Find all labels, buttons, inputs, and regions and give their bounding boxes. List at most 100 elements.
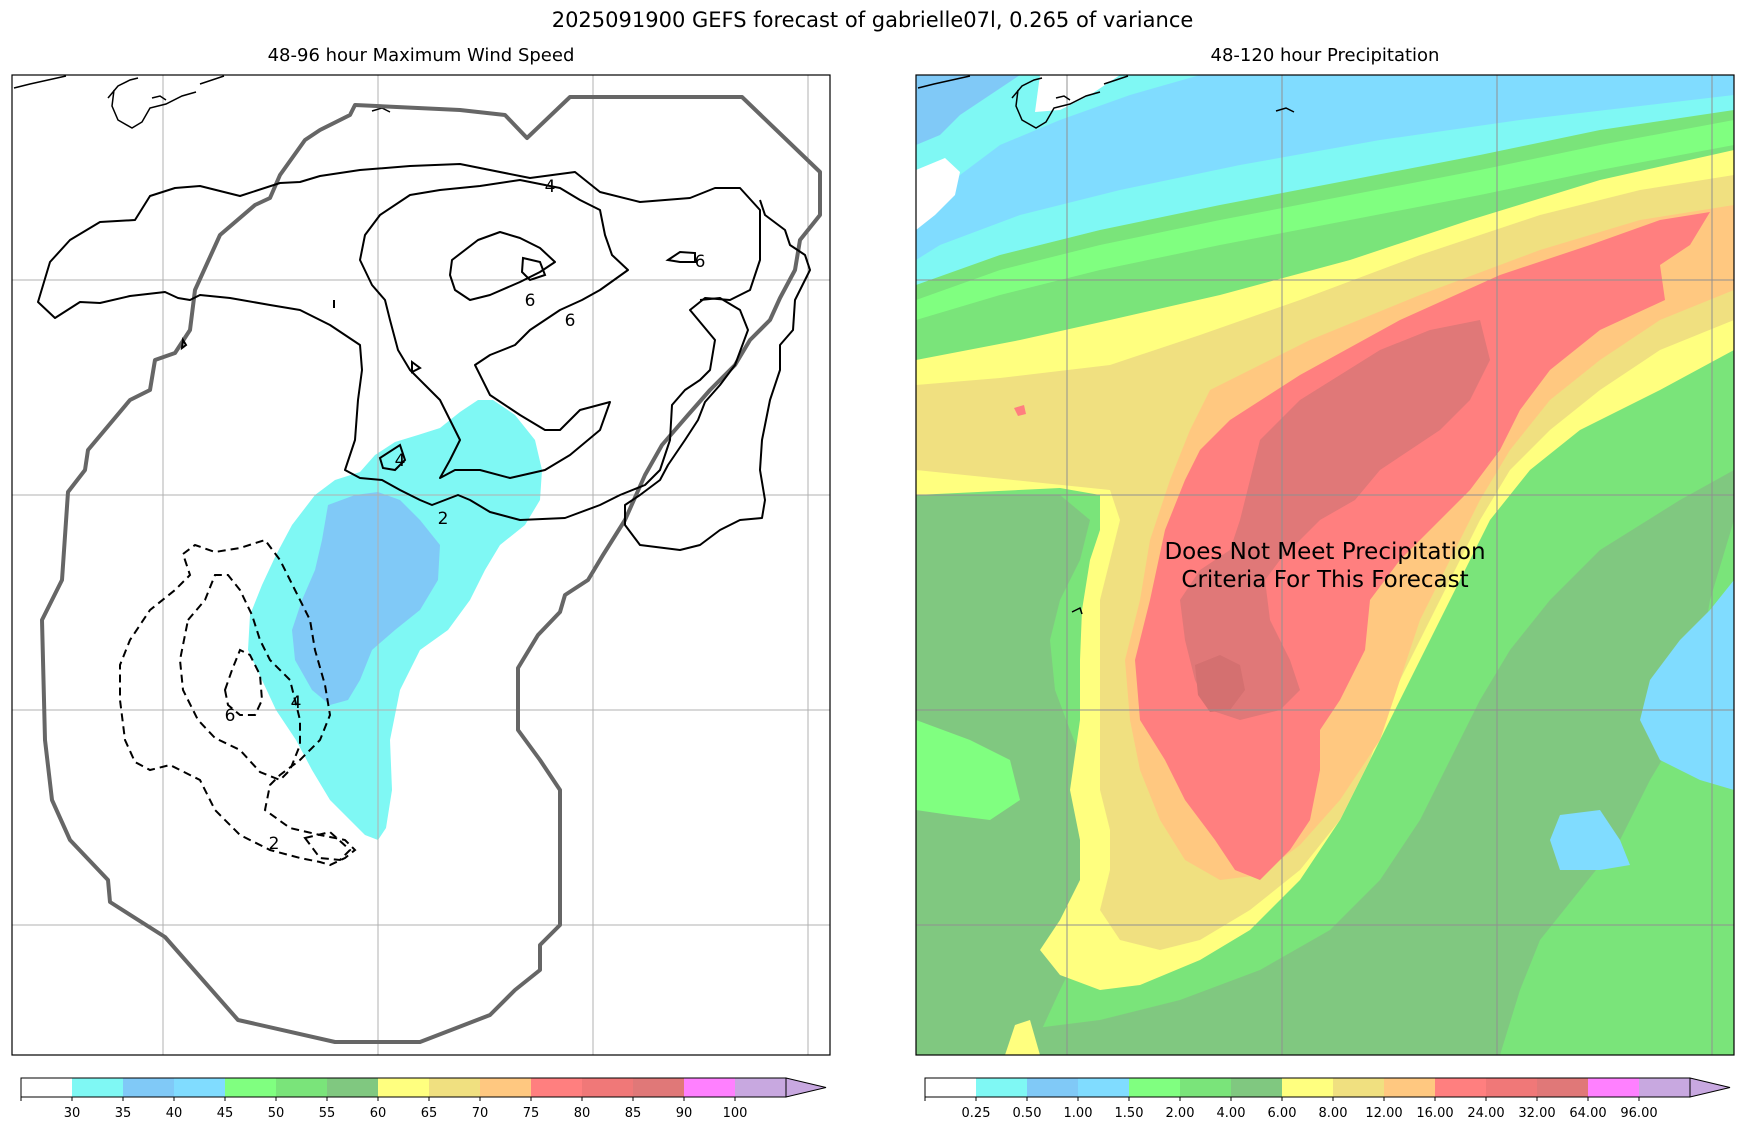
precip-colorbar-segment: [1282, 1078, 1334, 1097]
left-grid: [12, 75, 830, 1055]
wind-colorbar-tick-label: 30: [64, 1106, 81, 1121]
wind-colorbar-extension: [785, 1077, 827, 1098]
right-map: Does Not Meet Precipitation Criteria For…: [915, 74, 1735, 1056]
contour-6-inner: [359, 179, 629, 479]
precip-fill-0.5: [916, 75, 1020, 145]
left-colorbar: 30 35 40 45 50 55 60 65 70 75 80 85 90 100: [20, 1077, 827, 1121]
contour-label: 4: [395, 451, 406, 471]
wind-colorbar-segment: [174, 1078, 226, 1097]
wind-colorbar-segment: [633, 1078, 685, 1097]
contour-label: 2: [269, 834, 280, 854]
wind-colorbar-tick-label: 50: [268, 1106, 285, 1121]
precip-colorbar-tick-label: 1.00: [1064, 1106, 1093, 1121]
coastline: [13, 75, 391, 129]
precip-colorbar-segment: [1384, 1078, 1436, 1097]
right-grid: [916, 75, 1734, 1055]
precip-colorbar-segment: [1435, 1078, 1487, 1097]
precip-fill-64: [1195, 655, 1245, 712]
precip-colorbar-tick-label: 12.00: [1365, 1106, 1402, 1121]
precip-colorbar-segment: [1537, 1078, 1589, 1097]
precip-colorbar-frame: [924, 1077, 1691, 1098]
wind-colorbar-tick-label: 55: [319, 1106, 336, 1121]
wind-colorbar-frame: [20, 1077, 787, 1098]
precip-fill-6-east: [1000, 420, 1734, 1055]
precip-colorbar-tick-label: 6.00: [1268, 1106, 1297, 1121]
contour-4-east: [624, 199, 811, 551]
wind-colorbar-segment: [735, 1078, 787, 1097]
precip-criteria-note-line1: Does Not Meet Precipitation: [1164, 539, 1485, 565]
wind-colorbar-tick-label: 35: [115, 1106, 132, 1121]
wind-colorbar-tick-label: 60: [370, 1106, 387, 1121]
precip-fill-1.5-east: [1640, 580, 1734, 790]
wind-colorbar-tick-label: 85: [625, 1106, 642, 1121]
precip-colorbar-segment: [1588, 1078, 1640, 1097]
contour-neg-6: [223, 648, 264, 716]
figure-title: 2025091900 GEFS forecast of gabrielle07l…: [551, 8, 1194, 32]
wind-colorbar-segment: [684, 1078, 736, 1097]
wind-colorbar-segment: [276, 1078, 328, 1097]
contour-label: 6: [695, 252, 706, 272]
precip-fill-0: [916, 158, 960, 230]
wind-colorbar-tick-label: 80: [574, 1106, 591, 1121]
wind-colorbar-tick-label: 70: [472, 1106, 489, 1121]
wind-colorbar-segment: [225, 1078, 277, 1097]
coastline: [917, 75, 1295, 615]
right-colorbar: 0.25 0.50 1.00 1.50 2.00 4.00 6.00 8.00 12.00 16.…: [924, 1077, 1731, 1121]
precip-colorbar-tick-label: 2.00: [1166, 1106, 1195, 1121]
wind-colorbar-tick-label: 65: [421, 1106, 438, 1121]
precip-colorbar-tick-label: 0.50: [1013, 1106, 1042, 1121]
left-panel-title: 48-96 hour Maximum Wind Speed: [267, 45, 575, 66]
contour-neg-small: [303, 830, 352, 862]
wind-colorbar-tick-label: 100: [723, 1106, 748, 1121]
wind-colorbar-tick-label: 75: [523, 1106, 540, 1121]
precip-colorbar-segment: [1231, 1078, 1283, 1097]
precip-fill-2: [916, 120, 1734, 320]
precip-colorbar-segment: [925, 1078, 977, 1097]
wind-fill-35: [292, 492, 440, 705]
precip-criteria-note-line2: Criteria For This Forecast: [1181, 567, 1468, 593]
precip-colorbar-tick-label: 1.50: [1115, 1106, 1144, 1121]
precip-fill-4-east: [1500, 520, 1734, 1055]
precip-colorbar-tick-label: 64.00: [1569, 1106, 1606, 1121]
precip-colorbar-segment: [1129, 1078, 1181, 1097]
contour-label: 6: [525, 291, 536, 311]
wind-colorbar-segment: [327, 1078, 379, 1097]
contour-label: 6: [225, 706, 236, 726]
wind-colorbar-segment: [72, 1078, 124, 1097]
wind-colorbar-tick-label: 90: [676, 1106, 693, 1121]
contour-6-east: [665, 250, 696, 263]
precip-colorbar-segment: [1639, 1078, 1691, 1097]
precip-colorbar-tick-label: 8.00: [1319, 1106, 1348, 1121]
wind-colorbar-tick-label: 45: [217, 1106, 234, 1121]
precip-colorbar-tick-label: 24.00: [1467, 1106, 1504, 1121]
contour-4-small: [378, 443, 407, 472]
right-panel-title: 48-120 hour Precipitation: [1210, 45, 1440, 66]
wind-colorbar-segment: [123, 1078, 175, 1097]
contour-4-outer: [37, 163, 761, 521]
precip-colorbar-segment: [976, 1078, 1028, 1097]
contour-labels: 4 6 6 6 4 2 6 4 2: [225, 177, 706, 854]
left-map-frame: [11, 74, 831, 1056]
precip-colorbar-tick-label: 32.00: [1518, 1106, 1555, 1121]
contour-label: 2: [438, 509, 449, 529]
wind-colorbar-segment: [531, 1078, 583, 1097]
precip-colorbar-tick-label: 16.00: [1416, 1106, 1453, 1121]
left-map: 4 6 6 6 4 2 6 4 2: [11, 74, 831, 1056]
precip-fill-24: [1135, 212, 1710, 880]
precip-colorbar-segment: [1078, 1078, 1130, 1097]
precip-fill-16-spot: [1014, 405, 1026, 416]
precip-colorbar-tick-label: 4.00: [1217, 1106, 1246, 1121]
precip-fill-8-spot: [1005, 1020, 1040, 1055]
wind-colorbar-segment: [480, 1078, 532, 1097]
precip-fill-32: [1180, 320, 1490, 720]
precip-colorbar-segment: [1486, 1078, 1538, 1097]
wind-colorbar-segment: [429, 1078, 481, 1097]
wind-colorbar-segment: [21, 1078, 73, 1097]
contour-label: 4: [545, 177, 556, 197]
precip-colorbar-segment: [1333, 1078, 1385, 1097]
precip-fill-0: [1035, 75, 1120, 112]
precip-fill-1.5: [916, 75, 1734, 260]
precip-colorbar-segment: [1027, 1078, 1079, 1097]
precip-fill-2-sw: [916, 720, 1020, 820]
